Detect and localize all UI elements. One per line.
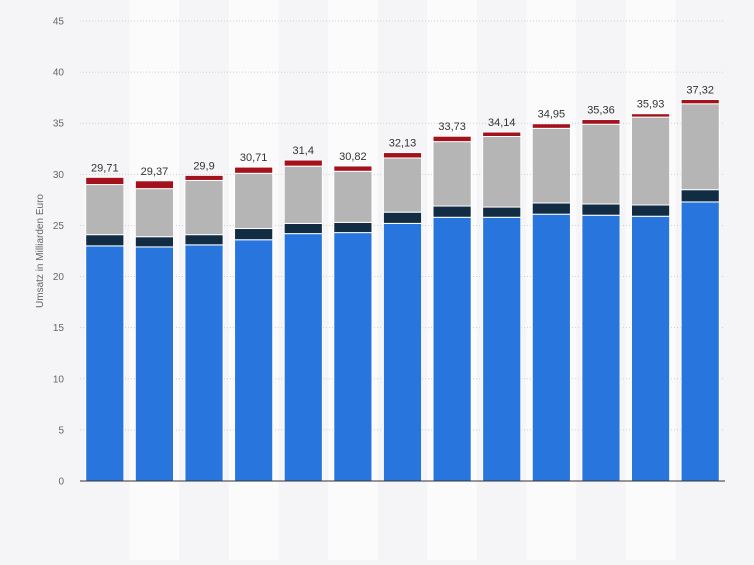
bar-segment [283, 165, 323, 224]
data-label: 30,82 [339, 151, 367, 163]
bar-stack [382, 152, 423, 482]
bar-stack [432, 135, 472, 482]
bar-segment [234, 239, 274, 482]
bar-segment [283, 233, 323, 482]
data-label: 34,14 [488, 117, 516, 129]
y-tick-label: 5 [58, 425, 64, 436]
bar-segment [432, 135, 472, 143]
bar-segment [432, 141, 472, 207]
bar-segment [283, 222, 323, 235]
bar-segment [85, 184, 125, 236]
bar-segment [531, 127, 571, 204]
bar-segment [85, 176, 125, 186]
bar-segment [283, 159, 323, 167]
bar-segment [432, 205, 472, 218]
data-label: 35,93 [637, 99, 665, 111]
bar-segment [134, 180, 175, 190]
y-tick-label: 30 [53, 170, 65, 181]
bar-segment [482, 131, 522, 138]
bars [85, 99, 720, 482]
bar-stack [184, 174, 224, 482]
data-label: 34,95 [538, 109, 566, 121]
bar-segment [234, 228, 274, 241]
bar-segment [85, 234, 125, 247]
y-tick-label: 0 [58, 477, 64, 488]
bar-segment [134, 246, 175, 482]
bar-stack [680, 99, 720, 482]
bar-segment [134, 236, 175, 248]
bar-segment [333, 170, 373, 223]
data-label: 35,36 [587, 105, 615, 117]
data-label: 37,32 [686, 85, 714, 97]
y-tick-label: 15 [53, 323, 65, 334]
bar-segment [630, 113, 671, 118]
bar-segment [581, 214, 621, 482]
y-tick-label: 45 [53, 17, 65, 28]
bar-segment [333, 221, 373, 234]
y-tick-label: 25 [53, 221, 65, 232]
y-axis-title: Umsatz in Milliarden Euro [35, 194, 46, 308]
bar-stack [482, 131, 522, 482]
data-label: 30,71 [240, 152, 268, 164]
bar-segment [630, 204, 671, 217]
bar-stack [283, 159, 323, 482]
bar-segment [333, 165, 373, 172]
y-tick-label: 20 [53, 272, 65, 283]
bar-stack [531, 123, 571, 482]
bar-segment [630, 116, 671, 206]
bar-stack [581, 119, 621, 482]
bar-segment [234, 172, 274, 230]
data-label: 29,37 [141, 166, 169, 178]
bar-segment [482, 216, 522, 482]
bar-segment [680, 201, 720, 482]
bar-segment [581, 203, 621, 216]
bar-segment [482, 206, 522, 218]
bar-stack [333, 165, 373, 482]
bar-stack [234, 166, 274, 482]
bar-stack [134, 180, 175, 482]
bar-stack [85, 176, 125, 482]
data-label: 33,73 [438, 121, 466, 133]
bar-segment [333, 232, 373, 482]
bar-segment [382, 157, 423, 213]
bar-segment [581, 123, 621, 205]
y-axis-ticks: 0 5 10 15 20 25 30 35 40 45 [53, 17, 65, 488]
bar-segment [184, 244, 224, 482]
bar-segment [184, 234, 224, 246]
bar-segment [630, 215, 671, 482]
y-tick-label: 40 [53, 68, 65, 79]
bar-segment [432, 216, 472, 482]
bar-segment [531, 123, 571, 129]
bar-segment [184, 179, 224, 236]
y-tick-label: 10 [53, 374, 65, 385]
bar-stack [630, 113, 671, 482]
y-tick-label: 35 [53, 119, 65, 130]
bar-segment [234, 166, 274, 174]
bar-segment [482, 136, 522, 208]
bar-segment [581, 119, 621, 125]
bar-segment [382, 211, 423, 224]
bar-segment [85, 245, 125, 482]
total-labels: 29,71 29,37 29,9 30,71 31,4 30,82 32,13 33,73 34… [91, 85, 714, 178]
data-label: 32,13 [389, 138, 417, 150]
bar-segment [680, 189, 720, 203]
bar-segment [531, 202, 571, 215]
data-label: 31,4 [293, 145, 314, 157]
bar-segment [382, 152, 423, 159]
data-label: 29,9 [193, 160, 214, 172]
data-label: 29,71 [91, 162, 119, 174]
bar-segment [680, 103, 720, 191]
bar-segment [531, 213, 571, 482]
bar-segment [382, 222, 423, 482]
bar-segment [680, 99, 720, 105]
bar-segment [134, 188, 175, 238]
bar-segment [184, 174, 224, 181]
